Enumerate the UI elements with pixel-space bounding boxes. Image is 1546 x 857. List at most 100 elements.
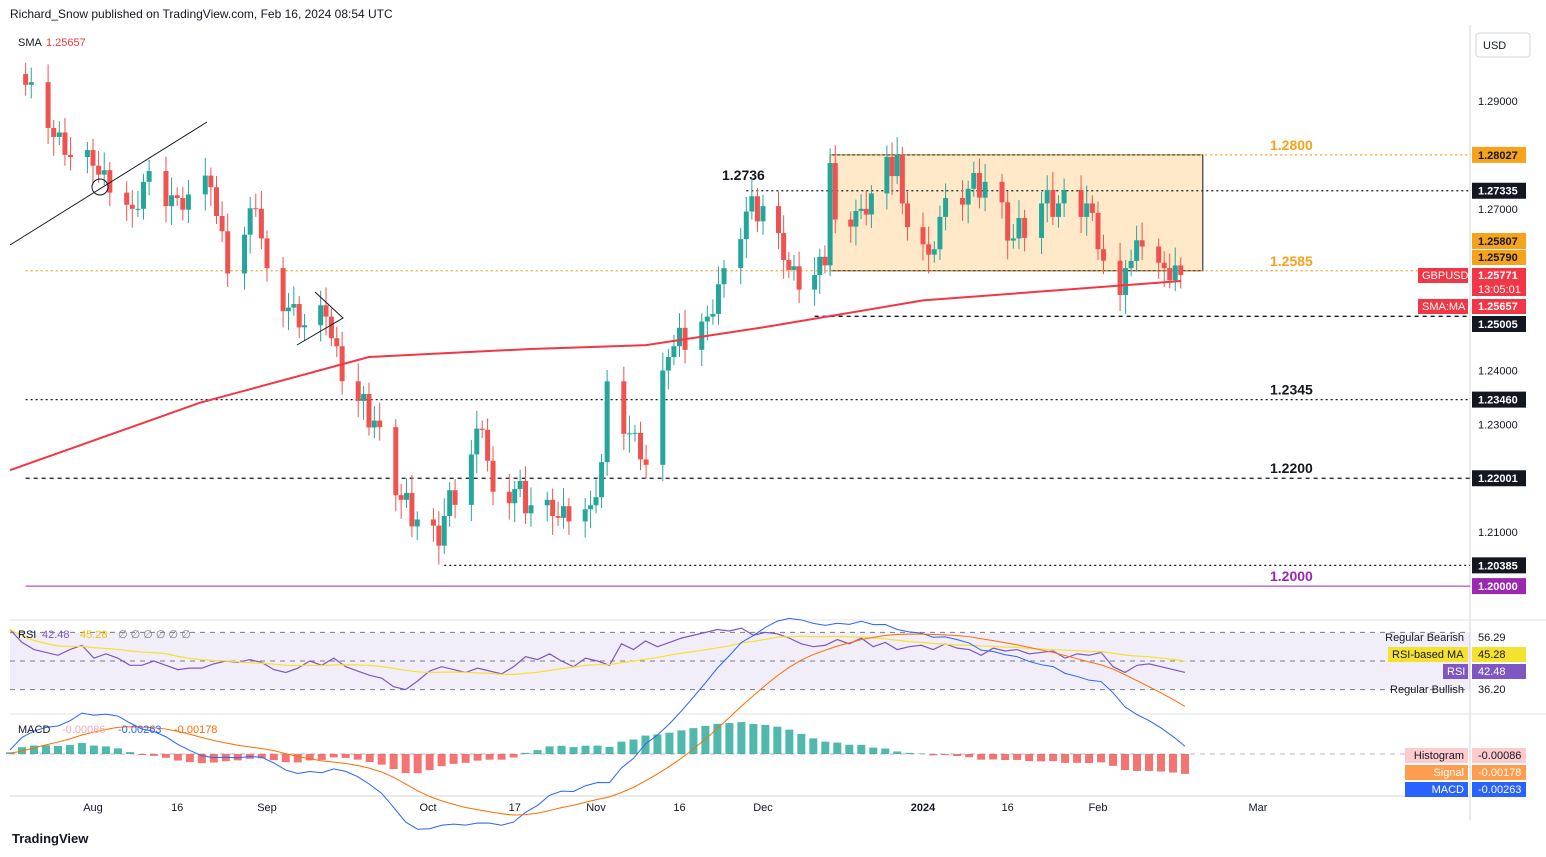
- candle-body: [169, 195, 175, 207]
- candle-body: [743, 211, 749, 240]
- candle-body: [1117, 260, 1123, 296]
- candle-body: [632, 432, 638, 434]
- candle-body: [361, 393, 367, 401]
- candle-body: [447, 490, 453, 517]
- candle-body: [135, 208, 141, 210]
- candle-body: [715, 284, 721, 314]
- candle-body: [296, 304, 302, 328]
- macd-histogram-bar: [833, 742, 842, 754]
- rsi-line: [9, 627, 1186, 691]
- axis-price-label: 1.25005: [1478, 319, 1518, 331]
- candle-body: [593, 497, 599, 506]
- candle-body: [781, 233, 787, 261]
- candle-body: [1161, 262, 1167, 269]
- macd-legend-label: MACD: [18, 724, 50, 736]
- y-tick-label: 1.27000: [1478, 204, 1518, 216]
- candle-body: [931, 249, 937, 255]
- axis-price-tag: [1472, 578, 1526, 595]
- y-tick-label: 1.24000: [1478, 366, 1518, 378]
- macd-histogram-bar: [29, 745, 38, 754]
- symbol-tag: [1418, 299, 1468, 314]
- candle-body: [1078, 189, 1084, 217]
- rsi-bearish-value: 56.29: [1478, 632, 1506, 644]
- candle-body: [920, 227, 926, 245]
- macd-histogram-bar: [989, 754, 998, 760]
- candle-body: [643, 459, 649, 465]
- candle-body: [84, 150, 90, 158]
- rsi-legend-value: 42.48: [42, 629, 70, 641]
- candle-body: [775, 206, 781, 234]
- macd-histogram-bar: [461, 754, 470, 763]
- macd-histogram-bar: [41, 745, 50, 754]
- macd-histogram-bar: [1061, 754, 1070, 763]
- macd-histogram-bar: [1109, 754, 1118, 766]
- candle-body: [163, 171, 169, 207]
- candle-body: [490, 460, 496, 492]
- candle-body: [280, 268, 286, 312]
- macd-histogram-bar: [185, 754, 194, 763]
- signal-line: [9, 633, 1186, 816]
- candle-body: [436, 525, 442, 546]
- candle-body: [479, 428, 485, 430]
- candle-body: [323, 305, 329, 317]
- candle-body: [68, 154, 74, 158]
- rsi-bearish-label: Regular Bearish: [1385, 632, 1464, 644]
- candle-body: [208, 175, 214, 188]
- countdown-label: 13:05:01: [1478, 284, 1521, 296]
- trend-line: [9, 121, 208, 246]
- axis-price-label: 1.25807: [1478, 236, 1518, 248]
- macd-axis-value: -0.00178: [1478, 767, 1521, 779]
- candle-body: [848, 219, 854, 227]
- candle-body: [721, 268, 727, 285]
- candle-body: [999, 181, 1005, 203]
- candle-body: [96, 165, 102, 175]
- candle-body: [786, 260, 792, 270]
- macd-histogram-bar: [929, 754, 938, 756]
- macd-histogram-bar: [1049, 754, 1058, 762]
- candle-body: [253, 208, 259, 210]
- macd-histogram-bar: [257, 754, 266, 759]
- candle-body: [141, 181, 147, 209]
- x-tick-label: Oct: [419, 802, 436, 814]
- x-tick-label: Feb: [1089, 802, 1108, 814]
- candle-body: [796, 266, 802, 290]
- candle-body: [1039, 203, 1045, 238]
- rsi-axis-tag: [1472, 664, 1526, 679]
- macd-histogram-bar: [437, 754, 446, 767]
- candle-body: [1005, 202, 1011, 241]
- macd-histogram-bar: [737, 722, 746, 754]
- candle-body: [550, 499, 556, 517]
- macd-histogram-bar: [689, 728, 698, 754]
- candle-body: [409, 492, 415, 527]
- candle-body: [604, 381, 610, 463]
- signal-legend-value: -0.00178: [174, 724, 217, 736]
- candle-body: [124, 192, 130, 205]
- candle-body: [754, 196, 760, 222]
- macd-histogram-bar: [857, 744, 866, 754]
- currency-button[interactable]: [1475, 32, 1531, 58]
- y-tick-label: 1.23000: [1478, 419, 1518, 431]
- rsi-ma-axis-tag: [1472, 647, 1526, 662]
- candle-body: [180, 198, 186, 210]
- x-tick-label: Nov: [586, 802, 606, 814]
- candle-body: [328, 316, 334, 339]
- candle-body: [660, 370, 666, 465]
- candle-body: [1044, 189, 1050, 204]
- candle-body: [185, 194, 191, 210]
- level-label: 1.2200: [1270, 460, 1313, 476]
- candle-body: [452, 490, 458, 505]
- candle-body: [1128, 260, 1134, 269]
- tradingview-logo[interactable]: TradingView: [12, 831, 89, 846]
- macd-histogram-bar: [533, 750, 542, 754]
- macd-histogram-bar: [125, 752, 134, 754]
- candle-body: [202, 175, 208, 195]
- candle-body: [517, 480, 523, 490]
- rsi-ma-line: [9, 629, 1186, 675]
- triangle-pattern: [296, 291, 344, 346]
- candle-body: [965, 188, 971, 205]
- axis-price-label: 1.28027: [1478, 150, 1518, 162]
- macd-histogram-bar: [197, 754, 206, 764]
- candle-body: [404, 492, 410, 500]
